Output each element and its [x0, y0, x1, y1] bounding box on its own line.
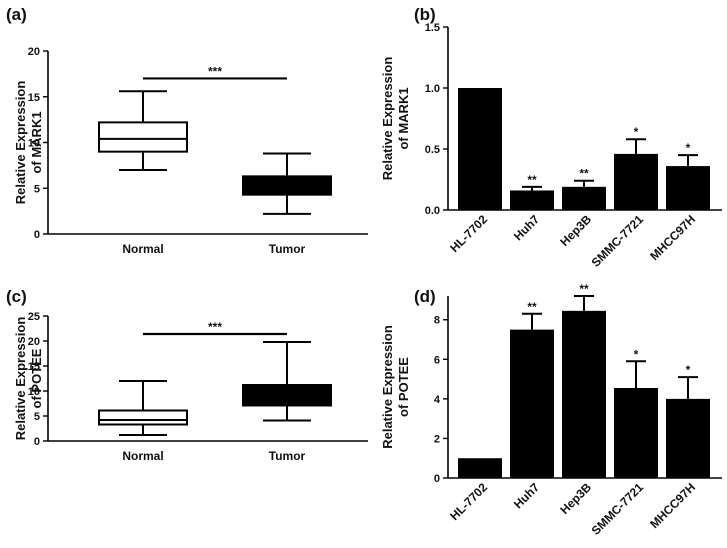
- bar-hep3b: [562, 186, 606, 210]
- y-tick-label: 25: [28, 311, 40, 323]
- bar-hl-7702: [458, 88, 502, 210]
- bar-huh7: [510, 190, 554, 210]
- y-axis-label-line2: of MARK1: [396, 87, 411, 149]
- x-category-label: HL-7702: [447, 480, 490, 523]
- chart-panel-3: (c) Relative Expression of POTEE 0 5 10 15 20 25…: [6, 287, 368, 463]
- y-tick-label: 1.0: [425, 83, 440, 95]
- significance-label: **: [579, 282, 589, 296]
- y-axis-label-line2: of POTEE: [29, 348, 44, 408]
- x-category-label: Tumor: [269, 242, 306, 256]
- x-category-label: SMMC-7721: [589, 212, 647, 270]
- y-axis-label-line2: of MARK1: [29, 111, 44, 173]
- bar-mhcc97h: [666, 398, 710, 478]
- y-tick-label: 10: [28, 138, 40, 150]
- bar-hl-7702: [458, 458, 502, 478]
- significance-label: **: [527, 300, 537, 314]
- y-axis-label-line1: Relative Expression: [13, 81, 28, 205]
- y-tick-label: 0: [34, 229, 40, 241]
- y-tick-label: 15: [28, 361, 40, 373]
- y-tick-label: 5: [34, 411, 40, 423]
- box-body-tumor: [242, 175, 332, 196]
- x-category-label: MHCC97H: [647, 480, 698, 531]
- x-category-label: Normal: [122, 449, 163, 463]
- y-axis-label-line1: Relative Expression: [380, 325, 395, 449]
- bar-mhcc97h: [666, 166, 710, 210]
- panel-label: (a): [6, 5, 27, 24]
- x-category-label: Huh7: [511, 480, 542, 511]
- significance-label: ***: [208, 320, 222, 334]
- bar-smmc-7721: [614, 387, 658, 478]
- x-category-label: Hep3B: [557, 212, 594, 249]
- y-tick-label: 20: [28, 336, 40, 348]
- y-axis-label-line2: of POTEE: [396, 357, 411, 417]
- chart-panel-4: (d) Relative Expression of POTEE 0 2 4 6 8 HL-77…: [380, 282, 722, 538]
- significance-label: ***: [208, 64, 222, 78]
- significance-label: *: [686, 141, 691, 155]
- significance-label: *: [634, 125, 639, 139]
- significance-label: *: [686, 363, 691, 377]
- panel-label: (b): [414, 5, 436, 24]
- y-axis-label-line1: Relative Expression: [13, 317, 28, 441]
- significance-label: **: [527, 173, 537, 187]
- x-category-label: Hep3B: [557, 480, 594, 517]
- box-body-tumor: [242, 384, 332, 407]
- x-category-label: MHCC97H: [647, 212, 698, 263]
- y-tick-label: 0: [434, 473, 440, 485]
- panel-label: (d): [414, 287, 436, 306]
- y-tick-label: 5: [34, 183, 40, 195]
- bar-hep3b: [562, 310, 606, 478]
- panel-label: (c): [6, 287, 27, 306]
- y-tick-label: 4: [434, 394, 441, 406]
- x-category-label: Huh7: [511, 212, 542, 243]
- x-category-label: HL-7702: [447, 212, 490, 255]
- y-tick-label: 8: [434, 315, 440, 327]
- chart-panel-1: (a) Relative Expression of MARK1 0 5 10 15 20 No…: [6, 5, 368, 256]
- bar-huh7: [510, 329, 554, 478]
- box-body-normal: [98, 409, 188, 426]
- box-body-normal: [98, 121, 188, 153]
- y-tick-label: 0.5: [425, 144, 440, 156]
- y-axis-label-line1: Relative Expression: [380, 57, 395, 181]
- y-tick-label: 0.0: [425, 205, 440, 217]
- y-tick-label: 6: [434, 354, 440, 366]
- x-category-label: Normal: [122, 242, 163, 256]
- bar-smmc-7721: [614, 153, 658, 210]
- y-tick-label: 15: [28, 92, 40, 104]
- y-tick-label: 20: [28, 46, 40, 58]
- x-category-label: Tumor: [269, 449, 306, 463]
- y-tick-label: 2: [434, 433, 440, 445]
- y-tick-label: 1.5: [425, 22, 440, 34]
- significance-label: **: [579, 167, 589, 181]
- y-tick-label: 0: [34, 436, 40, 448]
- x-category-label: SMMC-7721: [589, 480, 647, 538]
- significance-label: *: [634, 347, 639, 361]
- chart-panel-2: (b) Relative Expression of MARK1 0.0 0.5 1.0 1…: [380, 5, 722, 270]
- y-tick-label: 10: [28, 386, 40, 398]
